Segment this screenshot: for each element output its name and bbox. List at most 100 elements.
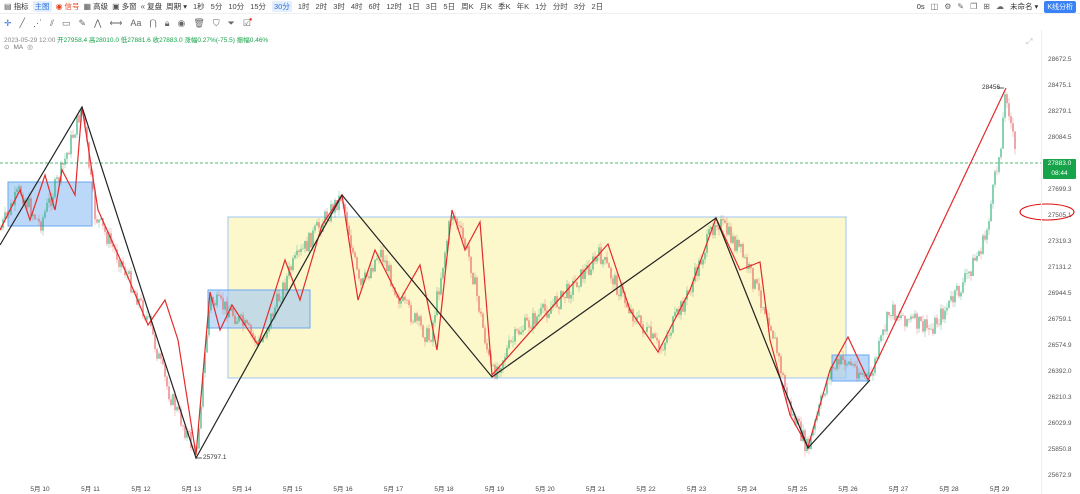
layout-icon[interactable]: ⊞ xyxy=(983,2,990,11)
channel-icon[interactable]: ⫽ xyxy=(49,17,54,28)
collapse-icon[interactable]: ⊙ xyxy=(4,44,10,51)
period-tab[interactable]: 季K xyxy=(498,2,511,11)
candle-body xyxy=(900,315,902,318)
candle-body xyxy=(826,379,828,394)
period-tab[interactable]: 1时 xyxy=(297,2,310,11)
period-tab[interactable]: 5分 xyxy=(210,2,223,11)
candle-body xyxy=(326,211,328,221)
price-tick-label: 27319.3 xyxy=(1048,238,1072,245)
ohlc-open-label: 开 xyxy=(57,37,64,44)
candle-body xyxy=(346,211,348,226)
period-tab[interactable]: 1日 xyxy=(408,2,420,11)
candle-body xyxy=(704,252,706,260)
candle-body xyxy=(730,226,732,243)
period-tab[interactable]: 2日 xyxy=(591,2,604,11)
candle-body xyxy=(462,227,464,239)
period-tab[interactable]: 3时 xyxy=(333,2,345,11)
period-tab[interactable]: 2时 xyxy=(315,2,328,11)
toolbar-item-label: 信号 xyxy=(64,2,80,11)
candle-body xyxy=(36,218,38,220)
period-tab[interactable]: 15分 xyxy=(250,2,267,11)
copy-icon[interactable]: ❐ xyxy=(970,2,978,11)
candle-body xyxy=(74,134,76,138)
toolbar-item-1[interactable]: 主图 xyxy=(32,1,52,12)
crosshair-icon[interactable]: ✛ xyxy=(4,17,12,28)
candle-body xyxy=(476,277,478,297)
period-tab[interactable]: 分时 xyxy=(552,2,568,11)
candle-body xyxy=(964,273,966,283)
ma-label[interactable]: MA xyxy=(13,43,24,51)
signal-icon: ◉ xyxy=(55,2,63,11)
period-tab[interactable]: 30分 xyxy=(272,1,292,12)
toolbar-item-6[interactable]: 周期 ▾ xyxy=(166,1,187,12)
visibility-icon[interactable]: ◎ xyxy=(27,44,33,51)
period-tab[interactable]: 周K xyxy=(461,2,474,11)
candle-body xyxy=(752,268,754,289)
brush-icon[interactable]: ✎ xyxy=(78,17,87,28)
toolbar-item-label: 复盘 xyxy=(147,2,163,11)
toolbar-item-5[interactable]: «复盘 xyxy=(141,1,162,12)
period-tab[interactable]: 月K xyxy=(479,2,493,11)
period-tab[interactable]: 1秒 xyxy=(192,2,205,11)
toolbar-item-0[interactable]: ▤ 指标 xyxy=(4,1,29,12)
candle-body xyxy=(68,152,70,155)
pattern-icon[interactable]: ⋀ xyxy=(94,17,102,28)
candle-body xyxy=(578,286,580,288)
price-tick-label: 28279.1 xyxy=(1048,108,1072,115)
candle-body xyxy=(488,349,490,355)
camera-icon[interactable]: ◫ xyxy=(930,2,939,11)
kline-analysis-button[interactable]: K线分析 xyxy=(1044,0,1076,13)
toolbar-item-4[interactable]: ▣ 多窗 xyxy=(112,1,137,12)
candle-body xyxy=(158,353,160,359)
edit-icon[interactable]: ✎ xyxy=(957,2,965,11)
text-icon[interactable]: Aa xyxy=(130,18,142,28)
fib-icon[interactable]: ⋰ xyxy=(32,17,42,28)
fullscreen-icon[interactable]: ⤢ xyxy=(1026,37,1033,46)
period-tab[interactable]: 3分 xyxy=(573,2,586,11)
magnet-icon[interactable]: ⋂ xyxy=(149,17,157,28)
layout-name-select[interactable]: 未命名 ▾ xyxy=(1009,2,1039,11)
candle-body xyxy=(276,293,278,308)
period-tab[interactable]: 6时 xyxy=(368,2,381,11)
candle-body xyxy=(50,198,52,206)
shield-icon[interactable]: ⛉ xyxy=(212,17,220,28)
filter-icon[interactable]: ⏷ xyxy=(227,17,235,28)
candle-body xyxy=(892,304,894,317)
candle-body xyxy=(70,134,72,155)
period-tab[interactable]: 5日 xyxy=(443,2,456,11)
toolbar-item-3[interactable]: ▦ 高级 xyxy=(84,1,109,12)
candle-body xyxy=(880,335,882,342)
period-tab[interactable]: 10分 xyxy=(228,2,245,11)
candle-body xyxy=(524,317,526,331)
ohlc-low-label: 低 xyxy=(120,37,128,44)
candle-body xyxy=(654,333,656,338)
candle-body xyxy=(98,219,100,223)
candle-body xyxy=(922,321,924,332)
period-tab[interactable]: 3日 xyxy=(425,2,438,11)
toolbar-item-2[interactable]: ◉ 信号 xyxy=(56,1,80,12)
price-tick-label: 25672.9 xyxy=(1048,472,1072,479)
eye-icon[interactable]: ◉ xyxy=(177,17,186,28)
trash-icon[interactable]: 🗑︎ xyxy=(193,17,205,28)
candle-body xyxy=(884,329,886,332)
period-tab[interactable]: 12时 xyxy=(386,2,403,11)
period-tab[interactable]: 年K xyxy=(516,2,530,11)
candle-body xyxy=(774,337,776,339)
candle-body xyxy=(96,219,98,223)
candle-body xyxy=(968,271,970,274)
measure-icon[interactable]: ⟷ xyxy=(109,17,123,28)
rectangle-icon[interactable]: ▭ xyxy=(61,17,71,28)
candle-body xyxy=(420,316,422,326)
candle-body xyxy=(582,269,584,279)
settings-icon[interactable]: ⚙ xyxy=(944,2,952,11)
last-price-tag: 27883.0 08:44 xyxy=(1043,159,1076,179)
cloud-icon[interactable]: ☁ xyxy=(995,2,1004,11)
period-tab[interactable]: 4时 xyxy=(350,2,363,11)
lock-icon[interactable]: 🔒︎ xyxy=(164,17,170,28)
candle-body xyxy=(926,319,928,329)
trendline-icon[interactable]: ╱ xyxy=(19,17,25,28)
period-tab[interactable]: 1分 xyxy=(535,2,547,11)
drawings-list-icon[interactable]: ☑ xyxy=(242,17,251,28)
candle-body xyxy=(172,394,174,405)
